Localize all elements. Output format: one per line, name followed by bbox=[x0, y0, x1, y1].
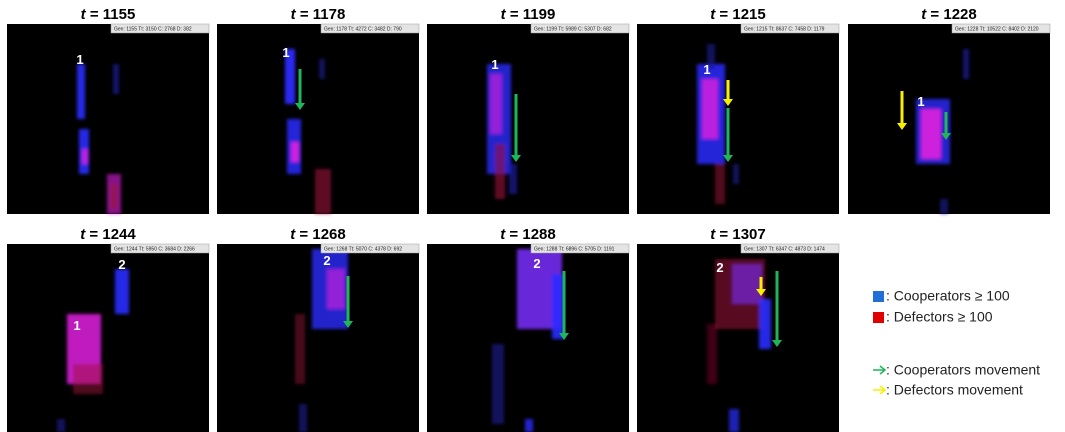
cell-cluster bbox=[73, 364, 103, 394]
cell-cluster bbox=[509, 164, 517, 194]
sim-panel: Gen: 1288 Tt: 6896 C: 5705 D: 1191 2 bbox=[427, 244, 629, 432]
sim-panel: Gen: 1228 Tt: 10522 C: 8402 D: 2120 1 bbox=[848, 24, 1050, 214]
legend-label: : Cooperators ≥ 100 bbox=[886, 288, 1010, 304]
cell-cluster bbox=[115, 269, 129, 314]
cluster-marker: 2 bbox=[118, 257, 125, 272]
time-value: = 1288 bbox=[505, 226, 555, 243]
panel-title: t = 1268 bbox=[290, 226, 345, 243]
cell-cluster bbox=[77, 64, 85, 119]
status-text: Gen: 1215 Tt: 8637 C: 7458 D: 1179 bbox=[744, 27, 825, 33]
panel-title: t = 1178 bbox=[291, 6, 346, 23]
cell-cluster bbox=[492, 344, 504, 424]
time-value: = 1307 bbox=[715, 226, 765, 243]
cluster-marker: 2 bbox=[716, 260, 723, 275]
cell-cluster bbox=[319, 59, 325, 79]
cell-cluster bbox=[732, 264, 762, 304]
figure: : Cooperators ≥ 100 : Defectors ≥ 100 : … bbox=[0, 0, 1065, 432]
def-swatch bbox=[873, 312, 884, 323]
cell-cluster bbox=[295, 314, 305, 384]
cluster-marker: 1 bbox=[917, 94, 924, 109]
status-text: Gen: 1244 Tt: 5950 C: 3684 D: 2266 bbox=[114, 247, 195, 253]
cluster-marker: 1 bbox=[282, 45, 289, 60]
time-value: = 1199 bbox=[506, 6, 556, 23]
cluster-marker: 2 bbox=[533, 256, 540, 271]
cell-cluster bbox=[299, 404, 307, 432]
cluster-marker: 1 bbox=[491, 57, 498, 72]
sim-background bbox=[427, 24, 629, 214]
cell-cluster bbox=[759, 299, 771, 349]
status-text: Gen: 1199 Tt: 5989 C: 5307 D: 682 bbox=[534, 27, 612, 33]
time-value: = 1178 bbox=[296, 6, 346, 23]
sim-background bbox=[637, 24, 839, 214]
sim-panel: Gen: 1178 Tt: 4272 C: 3482 D: 790 1 bbox=[217, 24, 419, 214]
time-value: = 1244 bbox=[85, 226, 136, 243]
cell-cluster bbox=[963, 49, 969, 79]
coop-swatch bbox=[873, 291, 884, 302]
cell-cluster bbox=[707, 324, 717, 384]
cell-cluster bbox=[327, 269, 345, 309]
status-text: Gen: 1155 Tt: 3150 C: 2768 D: 382 bbox=[114, 27, 192, 33]
status-text: Gen: 1307 Tt: 6347 C: 4873 D: 1474 bbox=[744, 247, 825, 253]
time-value: = 1155 bbox=[86, 6, 136, 23]
cell-cluster bbox=[702, 79, 718, 139]
time-value: = 1215 bbox=[715, 6, 765, 23]
legend-label: : Defectors ≥ 100 bbox=[886, 309, 993, 325]
sim-panel: Gen: 1244 Tt: 5950 C: 3684 D: 2266 2 1 bbox=[7, 244, 209, 432]
sim-panel: Gen: 1215 Tt: 8637 C: 7458 D: 1179 1 bbox=[637, 24, 839, 214]
time-value: = 1228 bbox=[926, 6, 976, 23]
cell-cluster bbox=[940, 199, 948, 214]
sim-panel: Gen: 1155 Tt: 3150 C: 2768 D: 382 1 bbox=[7, 24, 209, 214]
cell-cluster bbox=[552, 274, 564, 339]
panel-title: t = 1199 bbox=[501, 6, 556, 23]
panel-title: t = 1215 bbox=[710, 6, 765, 23]
cluster-marker: 1 bbox=[703, 62, 710, 77]
panel-title: t = 1244 bbox=[80, 226, 136, 243]
cluster-marker: 1 bbox=[76, 52, 83, 67]
status-text: Gen: 1178 Tt: 4272 C: 3482 D: 790 bbox=[324, 27, 402, 33]
cluster-marker: 1 bbox=[73, 318, 80, 333]
panel-title: t = 1155 bbox=[81, 6, 136, 23]
coop-arrow-icon bbox=[873, 366, 885, 374]
status-text: Gen: 1268 Tt: 5070 C: 4378 D: 692 bbox=[324, 247, 402, 253]
cluster-marker: 2 bbox=[323, 253, 330, 268]
time-value: = 1268 bbox=[295, 226, 345, 243]
legend-label: : Defectors movement bbox=[886, 382, 1023, 398]
cell-cluster bbox=[525, 419, 533, 432]
panel-title: t = 1228 bbox=[921, 6, 976, 23]
legend-label: : Cooperators movement bbox=[886, 362, 1040, 378]
status-text: Gen: 1228 Tt: 10522 C: 8402 D: 2120 bbox=[955, 27, 1039, 33]
cell-cluster bbox=[110, 184, 118, 209]
cell-cluster bbox=[113, 64, 119, 94]
def-arrow-icon bbox=[873, 386, 885, 394]
cell-cluster bbox=[733, 164, 739, 184]
cell-cluster bbox=[291, 142, 299, 162]
cell-cluster bbox=[495, 144, 505, 199]
sim-background bbox=[7, 244, 209, 432]
panel-title: t = 1307 bbox=[710, 226, 765, 243]
panel-title: t = 1288 bbox=[500, 226, 555, 243]
cell-cluster bbox=[57, 419, 65, 432]
cell-cluster bbox=[729, 409, 739, 432]
sim-panel: Gen: 1199 Tt: 5989 C: 5307 D: 682 1 bbox=[427, 24, 629, 214]
status-text: Gen: 1288 Tt: 6896 C: 5705 D: 1191 bbox=[534, 247, 615, 253]
sim-panel: Gen: 1307 Tt: 6347 C: 4873 D: 1474 2 bbox=[637, 244, 839, 432]
cell-cluster bbox=[315, 169, 331, 214]
cell-cluster bbox=[921, 109, 941, 159]
cell-cluster bbox=[82, 149, 88, 164]
cell-cluster bbox=[490, 74, 502, 134]
cell-cluster bbox=[715, 164, 725, 204]
